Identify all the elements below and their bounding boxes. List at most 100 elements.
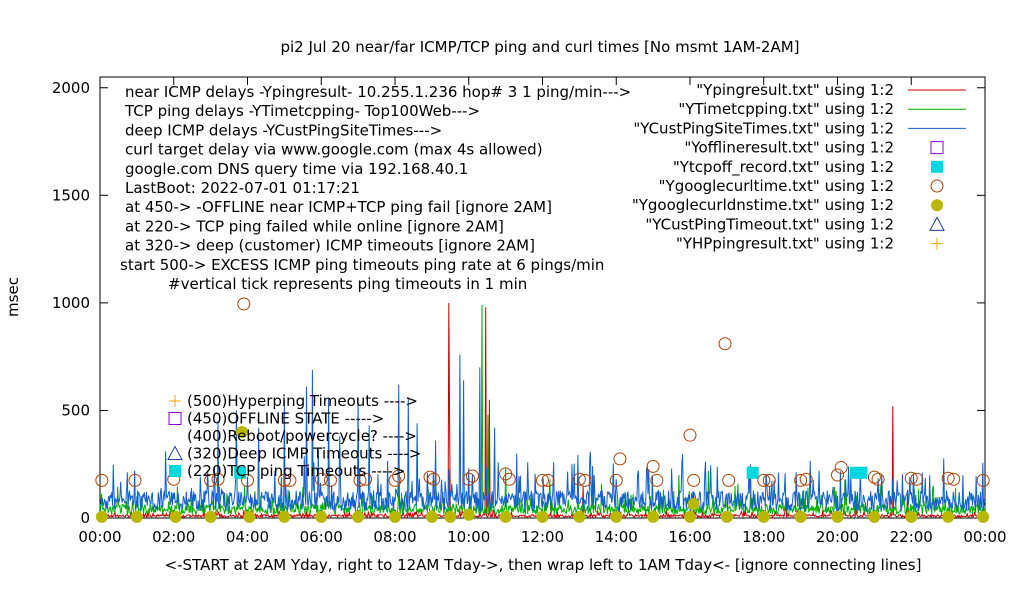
series-line-2 [99, 354, 986, 513]
series-point-6 [573, 510, 586, 523]
legend-label: "Yofflineresult.txt" using 1:2 [684, 139, 894, 157]
series-point-6 [444, 510, 457, 523]
annotation-line: at 220-> TCP ping failed while online [i… [125, 217, 504, 235]
series-point-5 [465, 469, 479, 483]
series-point-5 [609, 473, 623, 487]
series-point-5 [834, 460, 848, 474]
series-point-5 [650, 473, 664, 487]
series-point-5 [762, 473, 776, 487]
legend-swatch [930, 141, 944, 155]
series-point-6 [687, 498, 700, 511]
series-point-6 [905, 510, 918, 523]
legend-label: "YTimetcpping.txt" using 1:2 [678, 100, 894, 118]
series-point-5 [718, 337, 732, 351]
legend-label: "YCustPingSiteTimes.txt" using 1:2 [633, 119, 894, 137]
x-tick-label: 18:00 [742, 528, 785, 546]
series-point-5 [502, 472, 516, 486]
legend-label: "YHPpingresult.txt" using 1:2 [676, 235, 894, 253]
legend-swatch [930, 179, 944, 193]
annotation-line: (220)TCP ping Timeouts ----> [187, 462, 405, 480]
series-point-6 [720, 510, 733, 523]
series-point-6 [536, 510, 549, 523]
annotation-line: #vertical tick represents ping timeouts … [168, 275, 527, 293]
series-point-6 [684, 510, 696, 523]
x-tick-label: 02:00 [152, 528, 195, 546]
legend-swatch [929, 216, 945, 231]
series-point-5 [314, 472, 328, 486]
series-point-4 [746, 466, 759, 479]
x-tick-label: 08:00 [373, 528, 416, 546]
annotation-line: curl target delay via www.google.com (ma… [125, 141, 543, 159]
x-tick-label: 22:00 [890, 528, 933, 546]
annotation-marker [167, 445, 183, 460]
x-tick-label: 12:00 [521, 528, 564, 546]
y-tick-label: 0 [80, 509, 90, 527]
series-point-5 [799, 472, 813, 486]
annotation-line: TCP ping delays -YTimetcpping- Top100Web… [124, 102, 480, 120]
legend-label: "Ygooglecurldnstime.txt" using 1:2 [632, 196, 894, 214]
series-point-5 [423, 470, 437, 484]
series-point-6 [243, 510, 256, 523]
series-point-5 [277, 473, 291, 487]
series-point-5 [867, 470, 881, 484]
series-point-6 [204, 510, 217, 523]
series-point-4 [855, 466, 868, 479]
series-point-5 [910, 472, 924, 486]
series-point-5 [388, 473, 402, 487]
series-point-6 [610, 510, 623, 523]
y-tick-label: 1500 [52, 186, 90, 204]
annotation-line: start 500-> EXCESS ICMP ping timeouts pi… [120, 256, 604, 274]
x-tick-label: 16:00 [668, 528, 711, 546]
series-point-5 [904, 471, 918, 485]
annotation-line: at 320-> deep (customer) ICMP timeouts [… [125, 237, 535, 255]
series-point-5 [536, 473, 549, 487]
series-point-6 [757, 510, 770, 523]
series-point-6 [389, 510, 401, 523]
x-tick-label: 20:00 [816, 528, 859, 546]
series-point-6 [647, 510, 660, 523]
annotation-marker [169, 465, 181, 477]
series-point-5 [427, 472, 441, 486]
series-point-5 [687, 473, 701, 487]
legend-label: "Ytcpoff_record.txt" using 1:2 [673, 158, 894, 177]
x-tick-label: 10:00 [447, 528, 490, 546]
series-point-6 [95, 510, 108, 523]
x-tick-label: 04:00 [226, 528, 269, 546]
legend-label: "Ypingresult.txt" using 1:2 [696, 81, 894, 99]
annotation-line: (400)Reboot/powercycle? ----> [187, 427, 417, 445]
annotation-line: (320)Deep ICMP Timeouts ----> [187, 445, 421, 463]
series-point-5 [976, 473, 990, 487]
series-point-6 [278, 510, 291, 523]
series-point-5 [831, 468, 844, 482]
x-tick-label: 14:00 [595, 528, 638, 546]
series-point-5 [128, 473, 142, 487]
annotation-line: LastBoot: 2022-07-01 01:17:21 [125, 179, 360, 197]
y-tick-label: 500 [61, 401, 90, 419]
series-point-5 [613, 452, 627, 466]
series-point-6 [169, 510, 182, 523]
annotation-line: at 450-> -OFFLINE near ICMP+TCP ping fai… [125, 198, 552, 216]
annotation-marker [168, 412, 182, 425]
series-point-5 [947, 472, 961, 486]
series-point-6 [130, 510, 143, 523]
series-point-5 [323, 473, 337, 487]
series-point-5 [95, 473, 109, 487]
legend-label: "Ygooglecurltime.txt" using 1:2 [659, 177, 894, 195]
series-point-6 [462, 508, 475, 521]
series-point-5 [541, 473, 555, 487]
series-point-5 [283, 473, 297, 487]
series-point-5 [211, 472, 225, 486]
x-tick-label: 00:00 [963, 528, 1006, 546]
series-point-5 [359, 472, 372, 486]
legend-swatch [931, 237, 943, 250]
series-point-5 [572, 472, 586, 486]
legend-swatch [931, 199, 943, 212]
legend-label: "YCustPingTimeout.txt" using 1:2 [645, 215, 894, 233]
annotation-line: deep ICMP delays -YCustPingSiteTimes---> [125, 121, 442, 139]
series-point-6 [352, 510, 365, 523]
series-point-5 [757, 473, 771, 487]
annotation-line: near ICMP delays -Ypingresult- 10.255.1.… [125, 83, 631, 101]
y-tick-label: 2000 [52, 79, 90, 97]
x-tick-label: 06:00 [300, 528, 343, 546]
